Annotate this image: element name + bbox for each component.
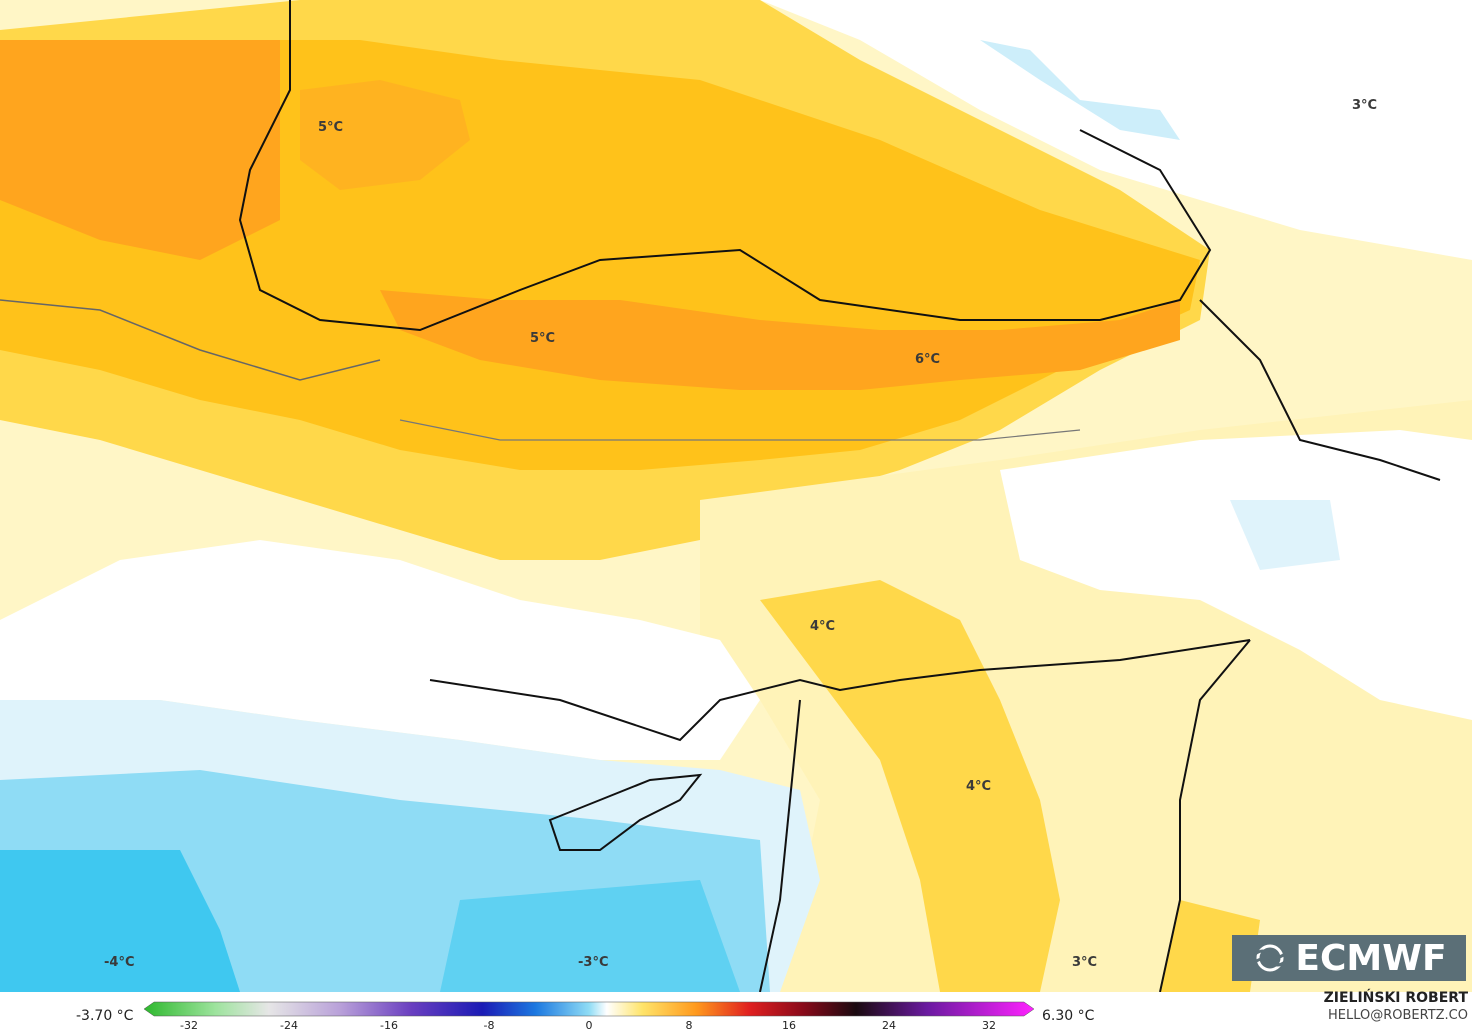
tick-label: 32 xyxy=(982,1019,996,1032)
logo-text: ECMWF xyxy=(1295,937,1447,979)
contour-label: 3°C xyxy=(1072,955,1098,970)
coastline-mediterranean xyxy=(429,639,1251,742)
contour-label: 5°C xyxy=(530,331,556,346)
hot-zone-blacksea-west xyxy=(300,80,470,190)
map-canvas xyxy=(0,0,1472,992)
scale-gradient xyxy=(144,1001,1034,1017)
contour-label: 5°C xyxy=(318,120,344,135)
tick-label: 24 xyxy=(882,1019,896,1032)
legend-max-label: 6.30 °C xyxy=(1042,1008,1095,1024)
border-syria-iraq xyxy=(1159,639,1251,992)
legend-min-label: -3.70 °C xyxy=(76,1008,134,1024)
hot-zone-coast xyxy=(380,290,1180,390)
cold-patch-caucasus xyxy=(980,40,1180,140)
tick-label: -8 xyxy=(483,1019,495,1032)
temperature-map: 5°C 5°C 6°C 3°C 4°C 4°C 3°C -4°C -3°C EC… xyxy=(0,0,1472,992)
cyprus-outline xyxy=(548,773,703,851)
cold-deep-south xyxy=(440,880,740,992)
contour-label: 4°C xyxy=(810,619,836,634)
tick-label: 8 xyxy=(685,1019,693,1032)
tick-label: 16 xyxy=(782,1019,796,1032)
tick-label: -32 xyxy=(180,1019,198,1032)
ecmwf-logo: ECMWF xyxy=(1232,935,1466,981)
contour-label: 6°C xyxy=(915,352,941,367)
border-balkans xyxy=(0,299,381,381)
cool-zone-east xyxy=(1000,430,1472,720)
contour-label: 3°C xyxy=(1352,98,1378,113)
border-caucasus xyxy=(1199,299,1441,481)
province-borders xyxy=(399,419,1081,441)
cold-patch-van xyxy=(1230,500,1340,570)
cool-zone-north xyxy=(760,0,1472,260)
cold-deep-west xyxy=(0,850,240,992)
tick-label: 0 xyxy=(585,1019,593,1032)
coastline-levant xyxy=(759,699,801,992)
warm-zone-syria xyxy=(760,580,1060,992)
cool-zone-south-anatolia xyxy=(0,540,760,760)
tick-label: -16 xyxy=(380,1019,398,1032)
contour-label: -4°C xyxy=(104,955,135,970)
author-credit: ZIELIŃSKI ROBERT xyxy=(1323,990,1468,1006)
contour-label: -3°C xyxy=(578,955,609,970)
tick-label: -24 xyxy=(280,1019,298,1032)
color-scale-bar xyxy=(144,1001,1034,1017)
contact-email: HELLO@ROBERTZ.CO xyxy=(1327,1008,1468,1023)
hot-zone-west xyxy=(0,40,280,260)
coastline-black-sea xyxy=(238,0,1212,332)
waves-icon xyxy=(1254,944,1287,972)
contour-label: 4°C xyxy=(966,779,992,794)
